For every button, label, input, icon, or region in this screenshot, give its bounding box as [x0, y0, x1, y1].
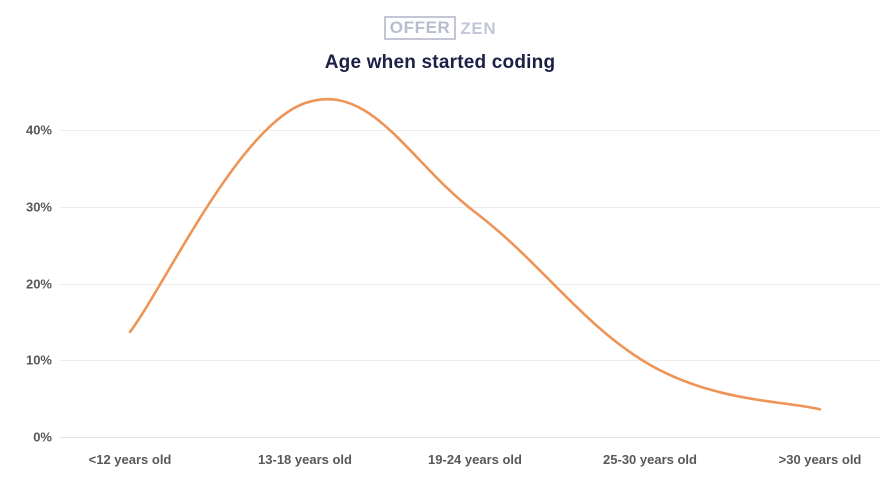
y-tick-label: 10% — [25, 352, 52, 368]
y-tick-label: 30% — [25, 199, 52, 215]
x-tick-label-2: 19-24 years old — [428, 452, 522, 467]
gridline-20 — [60, 283, 880, 285]
y-tick-label: 0% — [33, 429, 52, 445]
gridline-10 — [60, 360, 880, 362]
gridline-0 — [60, 437, 880, 438]
gridline-40 — [60, 130, 880, 131]
x-tick-label-3: 25-30 years old — [603, 452, 697, 467]
x-tick-label-1: 13-18 years old — [258, 452, 352, 467]
y-tick-label: 40% — [25, 122, 52, 138]
y-tick-label: 20% — [25, 276, 52, 291]
chart-title: Age when started coding — [324, 52, 556, 73]
logo-boxed-text: OFFER — [383, 16, 457, 40]
offerzen-logo: OFFER ZEN — [0, 16, 880, 40]
logo-wordmark: OFFER ZEN — [383, 16, 497, 40]
x-tick-label-4: >30 years old — [778, 452, 862, 467]
x-tick-label-0: <12 years old — [88, 452, 172, 467]
line-series-path — [128, 97, 822, 411]
logo-plain-text: ZEN — [460, 18, 497, 38]
